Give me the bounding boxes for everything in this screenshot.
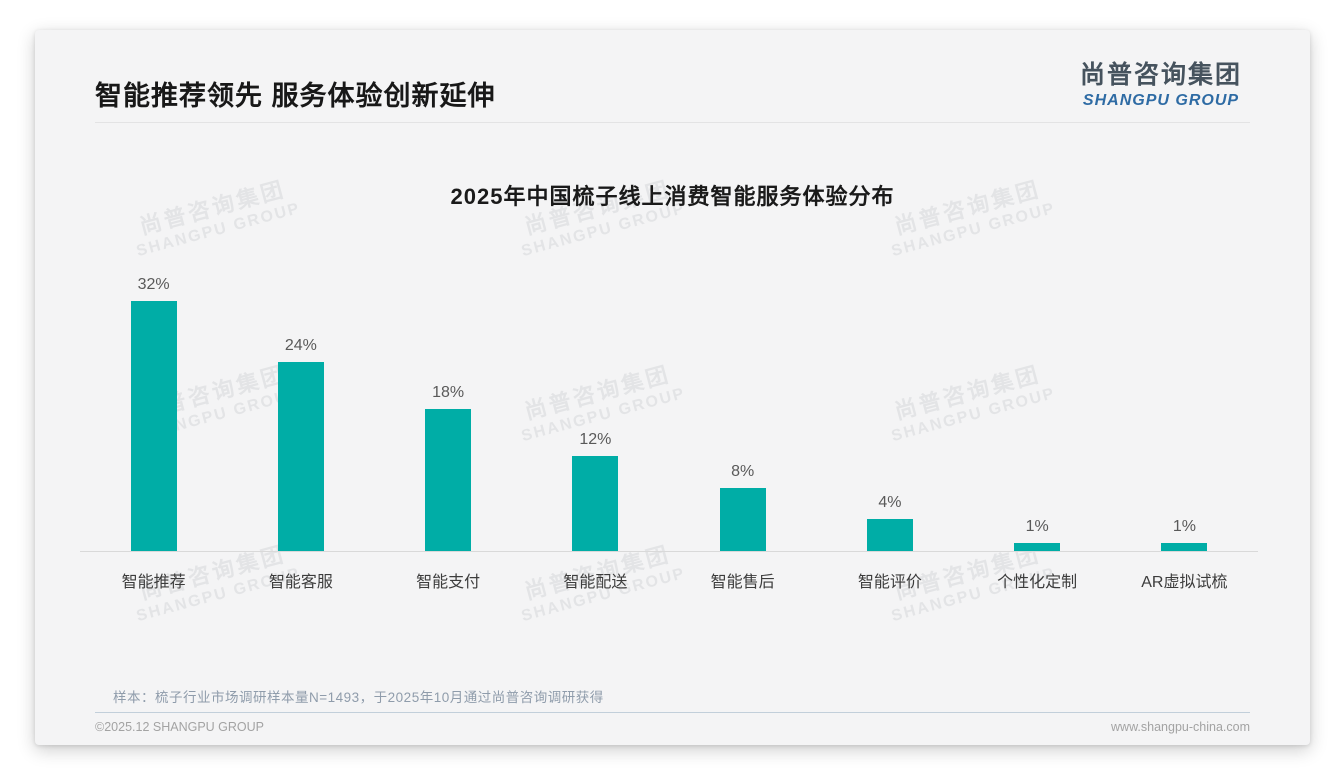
bar-group: 24%	[227, 276, 374, 551]
category-label: 智能售后	[710, 574, 775, 591]
category-label: 智能客服	[268, 574, 333, 591]
bar-data-label: 1%	[1025, 518, 1049, 535]
bar	[1014, 543, 1061, 551]
bar-group: 1%	[1111, 276, 1258, 551]
bar	[425, 409, 472, 551]
copyright-text: ©2025.12 SHANGPU GROUP	[95, 720, 264, 734]
category-label: 智能配送	[563, 574, 628, 591]
footer-divider	[95, 712, 1250, 713]
bar-group: 12%	[522, 276, 669, 551]
bar	[130, 301, 177, 551]
bar	[719, 488, 766, 551]
bar-data-label: 12%	[579, 431, 612, 448]
sample-footnote: 样本：梳子行业市场调研样本量N=1493，于2025年10月通过尚普咨询调研获得	[113, 690, 604, 705]
bar-group: 1%	[964, 276, 1111, 551]
bar-data-label: 8%	[731, 463, 755, 480]
category-label: 智能推荐	[121, 574, 186, 591]
logo-english-name: SHANGPU GROUP	[1082, 92, 1240, 109]
bar-chart-plot-area: 32% 24% 18% 12% 8% 4% 1% 1%	[80, 276, 1258, 552]
category-label: 智能评价	[857, 574, 922, 591]
bar-data-label: 4%	[878, 494, 902, 511]
bar	[572, 456, 619, 551]
bar-data-label: 18%	[432, 384, 465, 401]
bar	[866, 519, 913, 551]
logo-chinese-name: 尚普咨询集团	[1079, 61, 1242, 89]
bar-data-label: 24%	[284, 337, 317, 354]
header-divider	[95, 122, 1250, 123]
slide-card: 尚普咨询集团 SHANGPU GROUP 尚普咨询集团 SHANGPU GROUP 尚普…	[35, 30, 1310, 745]
bar-data-label: 32%	[137, 276, 170, 293]
category-label: AR虚拟试梳	[1141, 574, 1228, 591]
bar-group: 4%	[816, 276, 963, 551]
company-logo: 尚普咨询集团 SHANGPU GROUP	[1080, 55, 1242, 110]
bar	[1161, 543, 1208, 551]
bar-group: 32%	[80, 276, 227, 551]
footer: ©2025.12 SHANGPU GROUP www.shangpu-china…	[95, 720, 1250, 734]
bar	[277, 362, 324, 551]
category-label: 个性化定制	[997, 574, 1078, 591]
bar-group: 18%	[375, 276, 522, 551]
category-label: 智能支付	[416, 574, 481, 591]
bar-data-label: 1%	[1172, 518, 1196, 535]
category-axis-labels: 智能推荐 智能客服 智能支付 智能配送 智能售后 智能评价 个性化定制 AR虚拟试梳	[80, 568, 1258, 592]
page-title: 智能推荐领先 服务体验创新延伸	[95, 81, 496, 111]
bar-group: 8%	[669, 276, 816, 551]
chart-title: 2025年中国梳子线上消费智能服务体验分布	[450, 184, 895, 209]
website-url: www.shangpu-china.com	[1111, 720, 1250, 734]
